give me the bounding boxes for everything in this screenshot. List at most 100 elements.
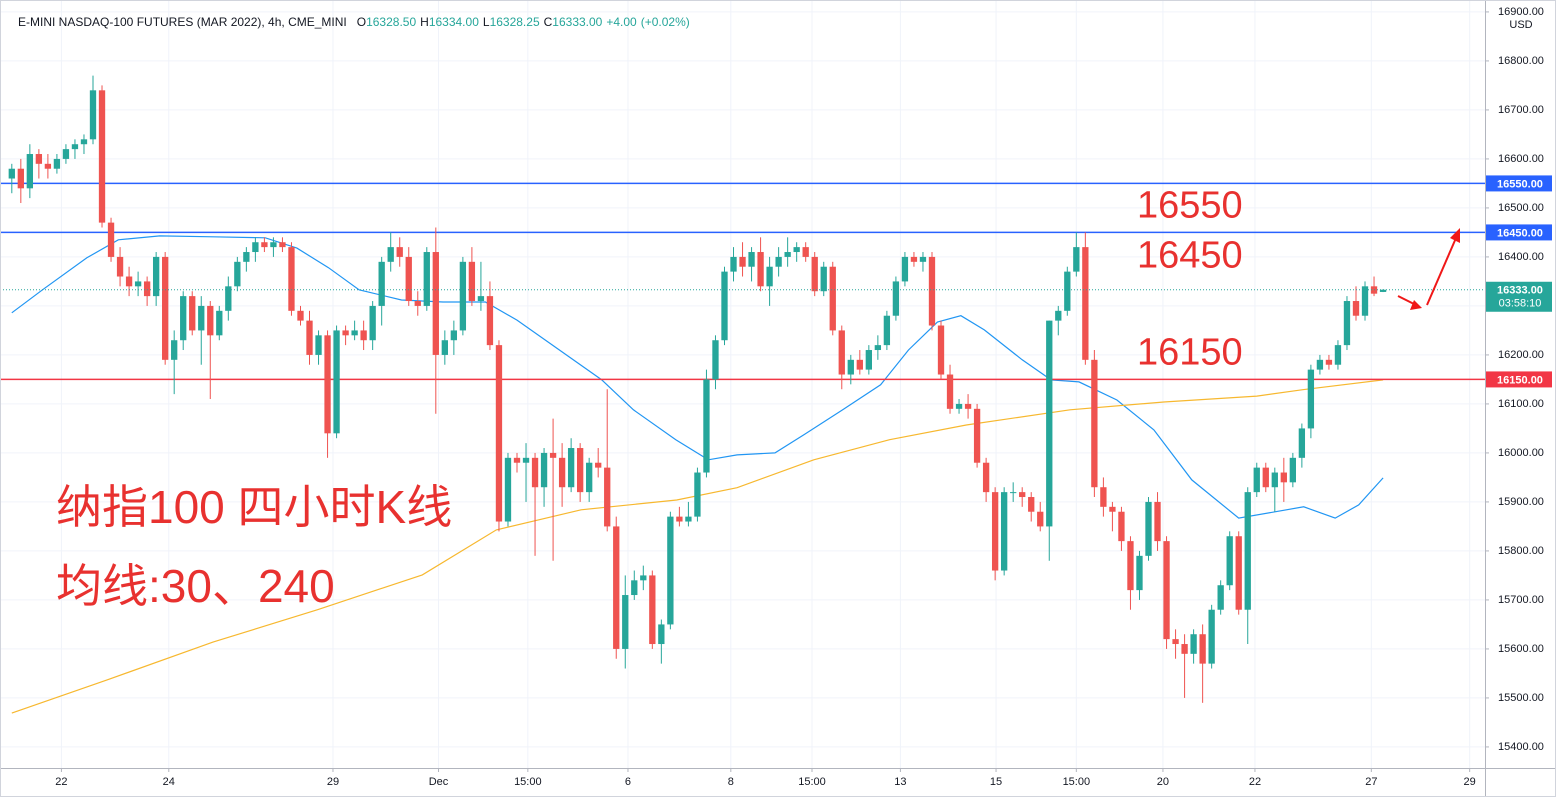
- candle-body: [450, 330, 458, 341]
- candle-body: [1361, 286, 1369, 316]
- candle-body: [694, 472, 701, 517]
- candle-body: [586, 462, 593, 493]
- candle-body: [838, 330, 845, 375]
- y-tick-label: 16900.00: [1498, 6, 1544, 18]
- labels: 15400.00 15500.00 15600.00 15700.00 15800.00…: [55, 6, 1552, 788]
- x-tick-label: 29: [1464, 776, 1476, 788]
- candle-body: [369, 305, 376, 341]
- candle-body: [243, 252, 250, 262]
- change: +4.00: [606, 15, 637, 29]
- candle-body: [107, 222, 115, 257]
- candle-body: [1037, 511, 1044, 527]
- y-tick-label: 15600.00: [1498, 643, 1544, 655]
- candle-body: [883, 315, 891, 346]
- candle-body: [1073, 247, 1080, 272]
- y-tick-label: 16600.00: [1498, 153, 1544, 165]
- chart-title: E-MINI NASDAQ-100 FUTURES (MAR 2022), 4h…: [18, 15, 347, 29]
- last-price-label: 16333.00: [1497, 285, 1543, 297]
- candle-body: [622, 595, 629, 649]
- level-price-label: 16550.00: [1497, 178, 1543, 190]
- candle-body: [540, 452, 548, 488]
- x-tick-label: Dec: [429, 776, 449, 788]
- candle-body: [1235, 536, 1242, 610]
- candle-body: [125, 276, 133, 287]
- level-annotation: 16150: [1137, 331, 1243, 373]
- candle-body: [1199, 634, 1206, 664]
- level-annotation: 16550: [1137, 184, 1243, 226]
- candle-body: [134, 281, 142, 287]
- candle-body: [261, 242, 268, 248]
- candle-body: [811, 256, 818, 292]
- candle-body: [387, 247, 394, 262]
- candle-body: [468, 261, 476, 302]
- candle-body: [1226, 536, 1233, 586]
- candle-body: [432, 252, 439, 355]
- candle-body: [270, 242, 277, 248]
- x-tick-label: 22: [1249, 776, 1261, 788]
- candle-body: [658, 624, 665, 645]
- currency: USD: [1509, 19, 1532, 31]
- candle-body: [198, 305, 205, 331]
- candle-body: [730, 256, 737, 272]
- moving-average: [11, 379, 1384, 714]
- candle-body: [973, 408, 981, 463]
- annotation: 纳指100 四小时K线: [56, 481, 452, 533]
- candle-body: [576, 448, 584, 493]
- candle-body: [667, 516, 674, 625]
- x-tick-label: 15:00: [1063, 776, 1091, 788]
- candle-body: [1334, 345, 1342, 365]
- candle-body: [757, 252, 764, 287]
- candle-body: [522, 457, 530, 463]
- candle-body: [62, 149, 70, 159]
- candle-body: [306, 320, 313, 355]
- level-annotation: 16450: [1137, 234, 1243, 276]
- y-tick-label: 15700.00: [1498, 594, 1544, 606]
- candle-body: [315, 335, 322, 355]
- last-price-box: [1486, 281, 1552, 312]
- candle-body: [26, 154, 34, 189]
- candle-body: [297, 310, 304, 321]
- candle-body: [775, 256, 782, 267]
- candle-body: [486, 296, 494, 346]
- candle-body: [910, 256, 918, 262]
- forecast-arrows: [1397, 228, 1460, 310]
- candle-body: [80, 139, 88, 145]
- candle-body: [17, 168, 24, 189]
- candle-body: [378, 261, 385, 306]
- y-tick-label: 15900.00: [1498, 496, 1544, 508]
- candle-body: [1181, 644, 1188, 654]
- candle-body: [162, 256, 169, 360]
- candle-body: [766, 266, 773, 287]
- candle-body: [1244, 492, 1251, 610]
- candle-body: [207, 305, 214, 336]
- candle-body: [856, 359, 863, 370]
- candle-body: [1379, 289, 1387, 292]
- candle-body: [189, 296, 196, 331]
- candle-body: [1352, 301, 1360, 316]
- readout-name: O: [357, 15, 366, 29]
- readout-value: 16333.00: [552, 15, 602, 29]
- change-pct: (+0.02%): [641, 15, 690, 29]
- x-tick-label: 27: [1365, 776, 1377, 788]
- y-tick-label: 16100.00: [1498, 398, 1544, 410]
- candle-body: [748, 252, 755, 267]
- candle-body: [1280, 472, 1287, 483]
- candle-body: [216, 310, 223, 336]
- arrow-head: [1450, 228, 1460, 243]
- candle-body: [459, 261, 467, 331]
- candle-body: [71, 144, 79, 150]
- candle-body: [351, 330, 358, 336]
- readout-name: L: [483, 15, 490, 29]
- candle-body: [1154, 501, 1161, 542]
- candle-body: [1307, 369, 1315, 429]
- x-tick-label: 15:00: [514, 776, 542, 788]
- candle-body: [631, 580, 638, 596]
- candle-body: [441, 340, 448, 355]
- candle-body: [613, 526, 620, 649]
- candle-body: [820, 266, 827, 292]
- candle-body: [342, 330, 349, 336]
- candle-body: [928, 256, 936, 326]
- candle-body: [279, 242, 286, 248]
